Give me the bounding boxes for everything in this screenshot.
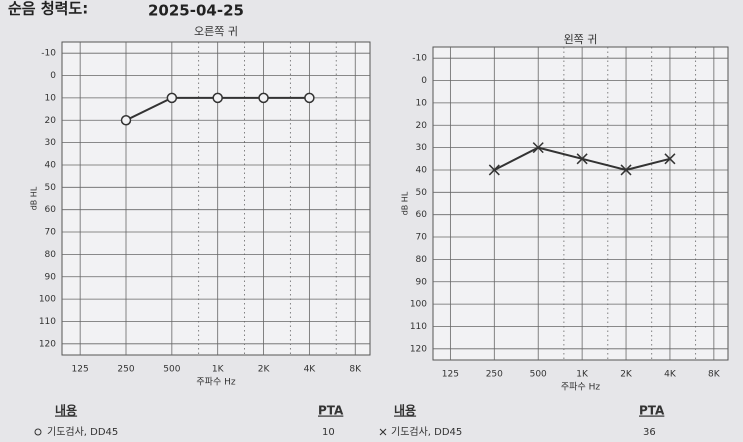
y-tick-label: 30	[416, 143, 428, 153]
plot-area	[432, 46, 729, 361]
y-tick-label: 90	[416, 277, 428, 287]
y-tick-label: -10	[41, 49, 56, 59]
footer-pta: 36	[643, 427, 656, 438]
footer-pta-heading: PTA	[318, 404, 344, 418]
y-tick-label: 30	[45, 138, 57, 148]
marker-stroke	[620, 164, 632, 176]
y-tick-label: 40	[416, 165, 428, 175]
plot-area	[61, 41, 371, 356]
y-axis-label: dB HL	[30, 186, 39, 210]
footer-pta-heading: PTA	[639, 404, 665, 418]
marker	[620, 164, 632, 176]
marker	[258, 92, 269, 104]
chart-title: 오른쪽 귀	[194, 25, 238, 38]
x-tick-label: 1K	[576, 370, 589, 380]
x-tick-label: 4K	[664, 370, 677, 380]
y-tick-label: -10	[412, 54, 427, 64]
marker-stroke	[664, 153, 676, 165]
y-tick-label: 10	[45, 93, 57, 103]
legend-entry: 기도검사, DD45	[47, 426, 118, 438]
marker-stroke	[488, 164, 500, 176]
y-tick-label: 110	[39, 317, 56, 327]
y-tick-label: 90	[45, 272, 57, 282]
x-axis-label: 주파수 Hz	[196, 377, 235, 388]
marker	[576, 153, 588, 165]
y-axis-label: dB HL	[401, 191, 410, 215]
x-tick-label: 500	[163, 365, 180, 375]
marker-stroke	[532, 142, 544, 154]
y-tick-label: 50	[416, 188, 428, 198]
x-tick-label: 500	[530, 370, 547, 380]
marker	[488, 164, 500, 176]
x-tick-label: 250	[486, 370, 503, 380]
y-tick-label: 80	[45, 250, 57, 260]
x-axis-label: 주파수 Hz	[561, 382, 600, 393]
y-tick-label: 60	[45, 205, 57, 215]
x-tick-label: 8K	[708, 370, 721, 380]
page-title: 순음 청력도:	[8, 0, 88, 18]
y-tick-label: 70	[416, 233, 428, 243]
y-tick-label: 60	[416, 210, 428, 220]
marker	[304, 92, 315, 104]
marker	[120, 115, 132, 126]
x-tick-label: 125	[72, 365, 89, 375]
marker-stroke	[576, 153, 588, 165]
y-tick-label: 10	[416, 98, 428, 108]
marker	[212, 92, 223, 104]
x-tick-label: 2K	[620, 370, 633, 380]
y-tick-label: 120	[410, 344, 427, 354]
y-tick-label: 50	[45, 183, 57, 193]
y-tick-label: 70	[45, 228, 57, 238]
date: 2025-04-25	[148, 2, 244, 20]
y-tick-label: 20	[45, 116, 57, 126]
x-tick-label: 2K	[258, 365, 271, 375]
x-tick-label: 8K	[349, 365, 362, 375]
y-tick-label: 40	[45, 160, 57, 170]
y-tick-label: 100	[39, 295, 56, 305]
y-tick-label: 120	[39, 339, 56, 349]
y-tick-label: 0	[421, 76, 427, 86]
marker	[166, 92, 178, 104]
legend-symbol	[379, 428, 387, 436]
footer-heading: 내용	[55, 403, 77, 418]
marker	[664, 153, 676, 165]
x-tick-label: 4K	[304, 365, 317, 375]
y-tick-label: 80	[416, 255, 428, 265]
footer-heading: 내용	[394, 403, 416, 418]
y-tick-label: 20	[416, 121, 428, 131]
y-tick-label: 110	[410, 322, 427, 332]
chart-title: 왼쪽 귀	[564, 32, 598, 46]
x-tick-label: 250	[117, 365, 134, 375]
marker	[532, 142, 544, 154]
footer-pta: 10	[322, 427, 335, 438]
x-tick-label: 125	[442, 370, 459, 380]
y-tick-label: 0	[50, 71, 56, 81]
legend-symbol	[34, 428, 42, 436]
legend-entry: 기도검사, DD45	[391, 426, 462, 438]
x-tick-label: 1K	[212, 365, 225, 375]
y-tick-label: 100	[410, 300, 427, 310]
